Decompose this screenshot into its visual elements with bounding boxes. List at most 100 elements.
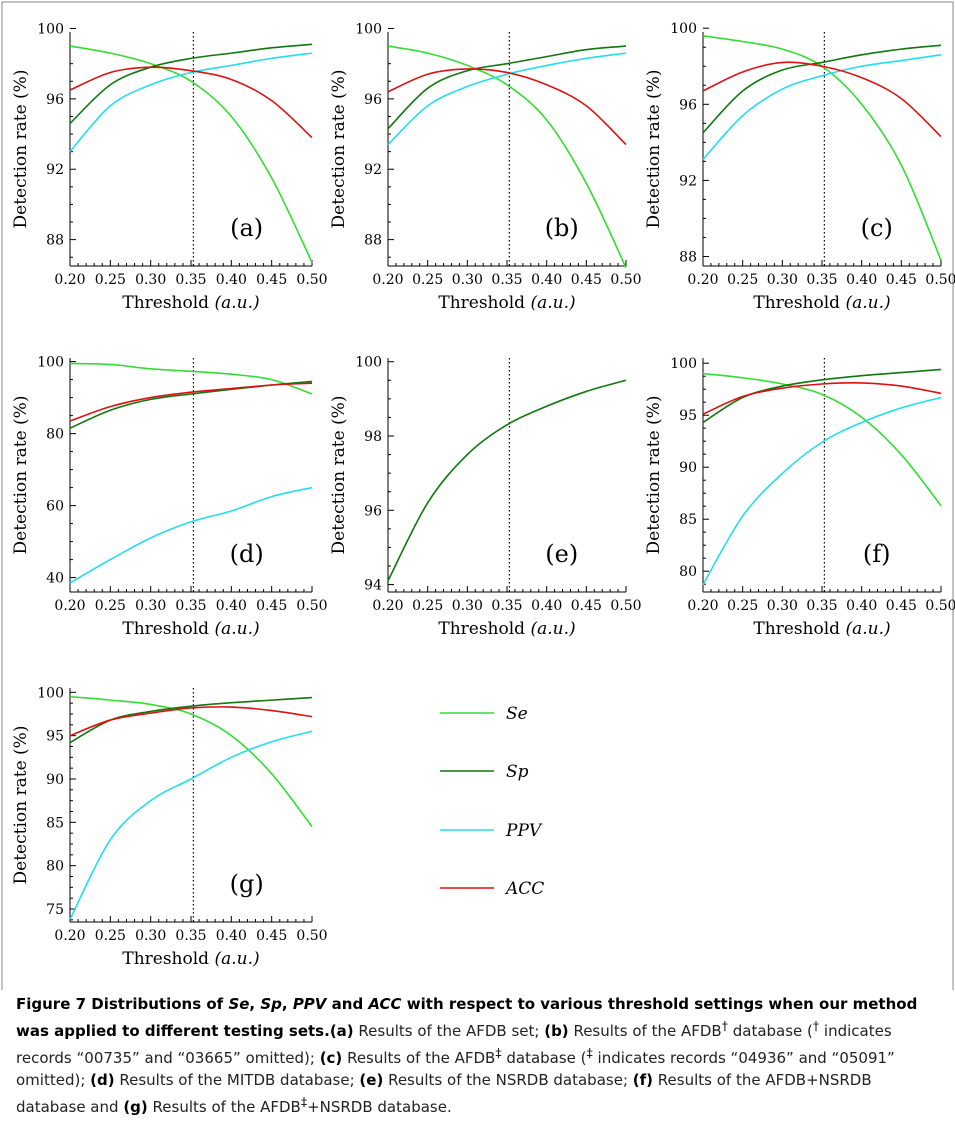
y-tick-label: 90 bbox=[46, 772, 64, 788]
chart-panel-a: 0.20 0.25 0.30 0.35 0.40 0.45 0.50 88 92 96 100 (a)… bbox=[11, 21, 328, 313]
panel-letter-g: (g) bbox=[230, 870, 264, 898]
x-axis-title: Threshold (a.u.) bbox=[438, 293, 575, 313]
caption-text-e: Results of the NSRDB database; bbox=[383, 1071, 633, 1089]
x-axis-title-text: Threshold bbox=[122, 949, 214, 969]
y-axis-title: Detection rate (%) bbox=[11, 396, 31, 555]
x-tick-label: 0.30 bbox=[135, 272, 166, 288]
caption-label-g: (g) bbox=[123, 1098, 148, 1116]
y-tick-label: 90 bbox=[679, 460, 697, 476]
caption-label-b: (b) bbox=[544, 1022, 569, 1040]
x-tick-label: 0.30 bbox=[452, 272, 483, 288]
series-line-se-a bbox=[69, 45, 313, 263]
y-axis-title: Detection rate (%) bbox=[11, 726, 31, 885]
y-axis-title: Detection rate (%) bbox=[644, 70, 664, 229]
x-tick-label: 0.25 bbox=[95, 272, 126, 288]
y-tick-label: 95 bbox=[679, 408, 697, 424]
caption-text-f: Results of the AFDB+NSRDB database and bbox=[16, 1071, 872, 1116]
x-tick-label: 0.50 bbox=[925, 272, 955, 288]
y-tick-label: 85 bbox=[679, 512, 697, 528]
caption-se: Se bbox=[228, 995, 250, 1013]
caption-text-c: Results of the AFDB bbox=[342, 1049, 496, 1067]
x-axis-unit: (a.u.) bbox=[214, 949, 259, 969]
x-axis-unit: (a.u.) bbox=[845, 619, 890, 639]
y-axis-title: Detection rate (%) bbox=[329, 396, 349, 555]
y-tick-label: 95 bbox=[46, 729, 64, 745]
x-axis-title-text: Threshold bbox=[122, 619, 214, 639]
y-tick-label: 100 bbox=[670, 356, 697, 372]
x-tick-label: 0.35 bbox=[806, 272, 837, 288]
series-line-sp-b bbox=[387, 45, 627, 130]
x-tick-label: 0.30 bbox=[135, 928, 166, 944]
series-line-se-d bbox=[69, 362, 313, 395]
series-line-sp-g bbox=[69, 696, 313, 744]
legend: Se Sp PPV ACC bbox=[440, 704, 544, 899]
x-tick-label: 0.50 bbox=[610, 272, 641, 288]
caption-title-text: Distributions of bbox=[91, 995, 229, 1013]
y-tick-label: 96 bbox=[364, 92, 382, 108]
x-tick-label: 0.45 bbox=[886, 272, 917, 288]
y-tick-label: 75 bbox=[46, 902, 64, 918]
x-tick-label: 0.40 bbox=[846, 272, 877, 288]
x-tick-label: 0.35 bbox=[491, 598, 522, 614]
x-tick-label: 0.35 bbox=[806, 598, 837, 614]
y-tick-label: 80 bbox=[46, 859, 64, 875]
caption-sep: , bbox=[281, 995, 293, 1013]
caption-text-b: Results of the AFDB bbox=[568, 1022, 722, 1040]
caption-text-a: Results of the AFDB set; bbox=[353, 1022, 545, 1040]
caption-label-f: (f) bbox=[632, 1071, 654, 1089]
x-axis-unit: (a.u.) bbox=[530, 619, 575, 639]
x-tick-label: 0.45 bbox=[571, 272, 602, 288]
x-tick-label: 0.45 bbox=[256, 598, 287, 614]
x-tick-label: 0.40 bbox=[216, 598, 247, 614]
y-tick-label: 96 bbox=[46, 92, 64, 108]
series-line-acc-a bbox=[69, 66, 313, 139]
caption-label-e: (e) bbox=[359, 1071, 384, 1089]
series-line-acc-b bbox=[387, 68, 627, 146]
caption-label-c: (c) bbox=[319, 1049, 343, 1067]
series-line-se-b bbox=[387, 45, 627, 269]
x-tick-label: 0.30 bbox=[452, 598, 483, 614]
x-tick-label: 0.50 bbox=[296, 928, 327, 944]
x-tick-label: 0.30 bbox=[767, 272, 798, 288]
caption-text-b: indicates records “00735” and “03665” om… bbox=[16, 1022, 892, 1067]
caption-text-d: Results of the MITDB database; bbox=[114, 1071, 360, 1089]
caption-label-a: (a) bbox=[329, 1022, 354, 1040]
dagger-mark: † bbox=[812, 1018, 820, 1033]
caption-text-c: indicates records “04936” and “05091” om… bbox=[16, 1049, 895, 1089]
series-line-sp-a bbox=[69, 43, 313, 125]
x-tick-label: 0.25 bbox=[727, 598, 758, 614]
caption-label-d: (d) bbox=[90, 1071, 115, 1089]
y-tick-label: 96 bbox=[679, 97, 697, 113]
x-tick-label: 0.50 bbox=[296, 272, 327, 288]
caption-text-g: +NSRDB database. bbox=[307, 1098, 452, 1116]
panel-letter-d: (d) bbox=[230, 540, 264, 568]
legend-label-sp: Sp bbox=[506, 762, 529, 782]
x-axis-title: Threshold (a.u.) bbox=[753, 619, 890, 639]
x-tick-label: 0.20 bbox=[54, 928, 85, 944]
figure-label: Figure 7 bbox=[16, 995, 87, 1013]
y-tick-label: 80 bbox=[46, 427, 64, 443]
x-axis-title-text: Threshold bbox=[753, 293, 845, 313]
series-line-ppv-a bbox=[69, 52, 313, 153]
y-tick-label: 100 bbox=[37, 685, 64, 701]
caption-sp: Sp bbox=[260, 995, 282, 1013]
x-tick-label: 0.40 bbox=[216, 272, 247, 288]
series-line-sp-c bbox=[702, 44, 942, 134]
x-axis-title: Threshold (a.u.) bbox=[438, 619, 575, 639]
caption-title: Figure 7 Distributions of Se, Sp, PPV an… bbox=[16, 995, 917, 1040]
x-tick-label: 0.20 bbox=[687, 272, 718, 288]
series-line-sp-f bbox=[702, 368, 942, 424]
series-line-ppv-g bbox=[69, 730, 313, 920]
series-line-ppv-d bbox=[69, 486, 313, 584]
legend-label-se: Se bbox=[506, 704, 528, 724]
x-tick-label: 0.25 bbox=[95, 928, 126, 944]
x-tick-label: 0.35 bbox=[175, 928, 206, 944]
chart-panel-c: 0.20 0.25 0.30 0.35 0.40 0.45 0.50 88 92 96 100 (c)… bbox=[644, 21, 955, 313]
y-tick-label: 85 bbox=[46, 815, 64, 831]
caption-and: and bbox=[326, 995, 369, 1013]
x-axis-unit: (a.u.) bbox=[214, 619, 259, 639]
series-line-ppv-f bbox=[702, 396, 942, 586]
caption-text-b: database ( bbox=[727, 1022, 813, 1040]
panel-letter-c: (c) bbox=[861, 214, 893, 242]
